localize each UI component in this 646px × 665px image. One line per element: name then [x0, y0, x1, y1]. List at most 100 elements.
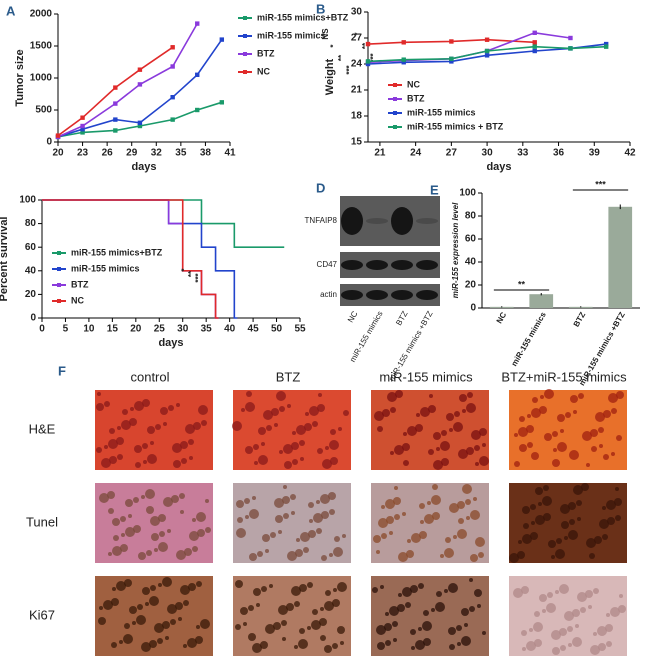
- cell: [184, 548, 192, 556]
- cell: [304, 423, 312, 431]
- cell: [581, 483, 589, 491]
- cell: [179, 493, 185, 499]
- cell: [461, 636, 471, 646]
- cell: [130, 407, 134, 411]
- significance: ***: [345, 64, 354, 74]
- bar: [529, 294, 554, 308]
- cell: [387, 392, 397, 402]
- cell: [321, 511, 329, 519]
- point: [401, 60, 406, 65]
- cell: [342, 534, 346, 538]
- cell: [256, 603, 260, 607]
- cell: [120, 516, 126, 522]
- cell: [245, 402, 255, 412]
- x-tick-label: 15: [107, 324, 119, 335]
- legend-label: BTZ: [71, 279, 89, 289]
- y-tick-label: 40: [465, 257, 477, 268]
- cell: [419, 503, 425, 509]
- cell: [446, 413, 454, 421]
- cell: [311, 620, 321, 630]
- cell: [159, 531, 165, 537]
- cell: [142, 587, 150, 595]
- cell: [374, 411, 384, 421]
- cell: [237, 517, 243, 523]
- cell: [444, 589, 448, 593]
- cell: [265, 624, 275, 634]
- y-tick-label: 100: [19, 195, 36, 206]
- cell: [410, 585, 418, 593]
- cell: [294, 601, 300, 607]
- legend-label: BTZ: [257, 48, 275, 58]
- cell: [568, 530, 578, 540]
- cell: [158, 583, 162, 587]
- cell: [543, 513, 551, 521]
- cell: [384, 623, 392, 631]
- cell: [527, 414, 531, 418]
- cell: [403, 460, 409, 466]
- cell: [261, 586, 267, 592]
- cell: [595, 412, 605, 422]
- panel-label: E: [430, 182, 439, 197]
- x-tick-label: 40: [224, 324, 236, 335]
- cell: [309, 406, 319, 416]
- cell: [457, 642, 461, 646]
- cell: [590, 429, 598, 437]
- y-axis-label: Percent survival: [0, 217, 10, 302]
- cell: [134, 401, 144, 411]
- cell: [292, 459, 298, 465]
- cell: [615, 487, 619, 491]
- cell: [588, 605, 592, 609]
- cell: [147, 454, 157, 464]
- cell: [291, 442, 299, 450]
- cell: [608, 393, 618, 403]
- y-tick-label: 60: [25, 242, 37, 253]
- legend-label: miR-155 mimics: [257, 30, 326, 40]
- cell: [560, 645, 566, 651]
- cell: [474, 445, 480, 451]
- cell: [482, 631, 486, 635]
- cell: [454, 411, 460, 417]
- point: [170, 45, 175, 50]
- panel-label: A: [6, 3, 16, 18]
- cell: [294, 645, 298, 649]
- cell: [593, 632, 597, 636]
- cell: [546, 603, 556, 613]
- cell: [236, 528, 246, 538]
- cell: [530, 532, 538, 540]
- cell: [241, 408, 245, 412]
- cell: [519, 416, 525, 422]
- cell: [249, 509, 259, 519]
- legend-label: NC: [71, 295, 84, 305]
- cell: [269, 584, 273, 588]
- cell: [611, 408, 617, 414]
- cell: [380, 585, 384, 589]
- cell: [189, 456, 193, 460]
- legend-label: BTZ: [407, 93, 425, 103]
- cell: [560, 429, 564, 433]
- cell: [103, 600, 113, 610]
- cell: [149, 640, 157, 648]
- y-tick-label: 0: [30, 313, 36, 324]
- cell: [158, 514, 166, 522]
- cell: [248, 633, 256, 641]
- point: [532, 30, 537, 35]
- cell: [138, 552, 146, 560]
- cell: [479, 428, 487, 436]
- blot-band: [341, 290, 363, 300]
- cell: [283, 444, 293, 454]
- y-tick-label: 2000: [30, 9, 53, 20]
- x-axis-label: days: [158, 337, 183, 349]
- cell: [176, 550, 186, 560]
- cell: [582, 431, 592, 441]
- cell: [276, 391, 286, 401]
- cell: [527, 442, 533, 448]
- x-tick-label: 36: [553, 148, 565, 159]
- cell: [553, 448, 557, 452]
- cell: [382, 409, 390, 417]
- cell: [458, 449, 468, 459]
- row-label: Ki67: [29, 607, 55, 622]
- row-label: Tunel: [26, 514, 58, 529]
- cell: [394, 486, 398, 490]
- significance: ***: [595, 179, 606, 189]
- cell: [435, 602, 445, 612]
